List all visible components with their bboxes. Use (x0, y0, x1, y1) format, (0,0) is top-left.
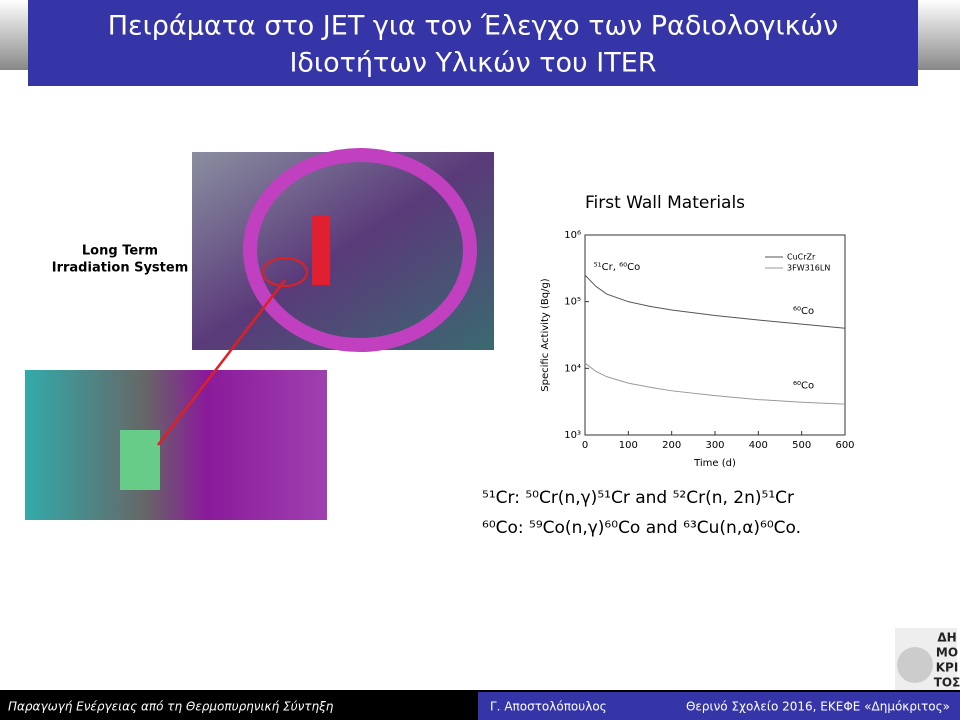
figure-label: Irradiation System (52, 261, 189, 276)
annotation: ⁶⁰Co (793, 306, 814, 317)
logo (897, 647, 933, 683)
y-axis-label: Specific Activity (Bq/g) (540, 278, 551, 392)
footer-right: Θερινό Σχολείο 2016, ΕΚΕΦΕ «Δημόκριτος» (686, 700, 950, 714)
reaction: ⁵¹Cr: ⁵⁰Cr(n,γ)⁵¹Cr and ⁵²Cr(n, 2n)⁵¹Cr (482, 488, 794, 508)
footer-left: Παραγωγή Ενέργειας από τη Θερμοπυρηνική … (8, 700, 334, 714)
annotation: ⁶⁰Co (793, 380, 814, 391)
series-line (584, 362, 846, 405)
series-line (584, 274, 846, 329)
x-tick-label: 100 (619, 440, 638, 451)
logo-text: ΜΟ (936, 646, 958, 660)
logo-text: ΔΗ (937, 631, 956, 645)
detail-image (120, 430, 160, 490)
jet-image (192, 152, 494, 350)
x-tick-label: 200 (662, 440, 681, 451)
detail-image (25, 370, 327, 520)
y-tick-label: 10³ (564, 430, 581, 441)
title: Ιδιοτήτων Υλικών του ITER (289, 48, 656, 79)
x-tick-label: 300 (705, 440, 724, 451)
x-tick-label: 600 (835, 440, 854, 451)
x-tick-label: 0 (582, 440, 588, 451)
legend-label: 3FW316LN (787, 264, 830, 273)
jet-image (243, 148, 477, 352)
y-tick-label: 10⁶ (564, 230, 581, 241)
logo-text: ΚΡΙ (936, 661, 959, 675)
x-axis-label: Time (d) (693, 458, 736, 469)
annotation: ⁵¹Cr, ⁶⁰Co (594, 262, 641, 273)
arrow (157, 279, 286, 446)
x-tick-label: 500 (792, 440, 811, 451)
footer-box (478, 692, 960, 720)
chart: First Wall Materials 0 100 200 300 400 500 600 1… (535, 190, 880, 472)
header-box (28, 0, 918, 86)
highlight (262, 257, 308, 287)
chart-title: First Wall Materials (585, 193, 745, 213)
reaction: ⁶⁰Co: ⁵⁹Co(n,γ)⁶⁰Co and ⁶³Cu(n,α)⁶⁰Co. (482, 518, 801, 538)
logo-text: ΤΟΣ (934, 676, 960, 690)
x-tick-label: 400 (749, 440, 768, 451)
jet-image (312, 215, 330, 285)
figure-label: Long Term (82, 244, 158, 259)
legend-label: CuCrZr (787, 253, 816, 262)
chart-bg (535, 190, 880, 472)
y-tick-label: 10⁴ (564, 363, 581, 374)
footer-center: Γ. Αποστολόπουλος (490, 700, 607, 714)
y-tick-label: 10⁵ (564, 297, 581, 308)
title: Πειράματα στο JET για τον Έλεγχο των Ραδ… (108, 11, 838, 42)
